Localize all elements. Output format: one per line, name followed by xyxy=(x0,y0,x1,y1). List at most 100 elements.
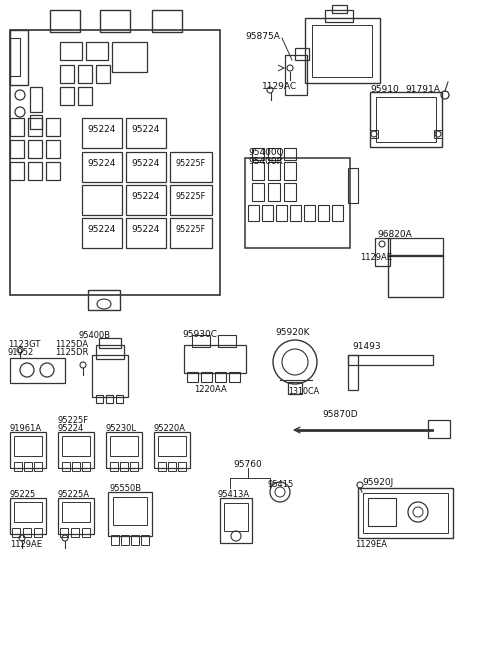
Text: 91961A: 91961A xyxy=(10,424,42,433)
Text: 95224: 95224 xyxy=(88,159,116,168)
Bar xyxy=(10,38,20,76)
Bar xyxy=(218,335,236,347)
Bar xyxy=(106,395,113,403)
Bar xyxy=(60,42,82,60)
Text: 95225: 95225 xyxy=(10,490,36,499)
Text: 95875A: 95875A xyxy=(245,32,280,41)
Bar xyxy=(288,382,302,394)
Bar xyxy=(10,30,220,295)
Text: 95550B: 95550B xyxy=(110,484,142,493)
Bar xyxy=(368,498,396,526)
Text: 1125DA: 1125DA xyxy=(55,340,88,349)
Bar xyxy=(62,462,70,471)
Bar xyxy=(23,528,31,537)
Bar xyxy=(112,42,147,72)
Bar xyxy=(24,462,32,471)
Text: 95920J: 95920J xyxy=(362,478,394,487)
Text: 95760: 95760 xyxy=(234,460,263,469)
Text: 91493: 91493 xyxy=(352,342,381,351)
Text: 95225F: 95225F xyxy=(176,159,206,168)
Bar xyxy=(46,140,60,158)
Text: 95400Q: 95400Q xyxy=(248,148,284,157)
Text: 95870D: 95870D xyxy=(322,410,358,419)
Bar xyxy=(82,185,122,215)
Bar xyxy=(72,462,80,471)
Bar xyxy=(34,528,42,537)
Text: 95224: 95224 xyxy=(132,159,160,168)
Bar xyxy=(284,162,296,180)
Bar xyxy=(58,432,94,468)
Bar xyxy=(96,395,103,403)
Bar xyxy=(46,118,60,136)
Bar xyxy=(71,528,79,537)
Bar xyxy=(28,140,42,158)
Text: 95224: 95224 xyxy=(88,225,116,234)
Bar xyxy=(12,528,20,537)
Bar xyxy=(332,205,343,221)
Bar xyxy=(82,462,90,471)
Bar xyxy=(108,492,152,536)
Bar xyxy=(192,335,210,347)
Bar xyxy=(215,372,226,382)
Bar xyxy=(60,87,74,105)
Text: 1129AE: 1129AE xyxy=(10,540,42,549)
Bar xyxy=(130,462,138,471)
Bar xyxy=(116,395,123,403)
Bar xyxy=(170,218,212,248)
Bar xyxy=(96,345,124,359)
Bar xyxy=(110,436,138,456)
Bar xyxy=(30,87,42,112)
Text: 95930C: 95930C xyxy=(182,330,217,339)
Bar xyxy=(318,205,329,221)
Text: 95220A: 95220A xyxy=(154,424,186,433)
Bar xyxy=(348,355,358,390)
Bar xyxy=(10,162,24,180)
Bar xyxy=(82,152,122,182)
Bar xyxy=(86,42,108,60)
Bar xyxy=(305,18,380,83)
Bar xyxy=(10,358,65,383)
Bar xyxy=(10,498,46,534)
Bar xyxy=(10,30,28,85)
Bar xyxy=(168,462,176,471)
Bar xyxy=(348,168,358,203)
Bar xyxy=(120,462,128,471)
Bar xyxy=(358,488,453,538)
Text: 1129AE: 1129AE xyxy=(360,253,392,262)
Bar xyxy=(224,503,248,531)
Text: 95225F: 95225F xyxy=(58,416,89,425)
Bar xyxy=(187,372,198,382)
Text: 96820A: 96820A xyxy=(378,230,412,239)
Text: 95225F: 95225F xyxy=(176,225,206,234)
Bar xyxy=(113,497,147,525)
Bar xyxy=(126,185,166,215)
Bar xyxy=(170,152,212,182)
Bar xyxy=(252,183,264,201)
Text: 95225A: 95225A xyxy=(58,490,90,499)
Bar xyxy=(10,432,46,468)
Bar xyxy=(46,162,60,180)
Bar xyxy=(332,5,347,13)
Bar xyxy=(10,118,24,136)
Bar xyxy=(370,130,378,138)
Bar xyxy=(428,420,450,438)
Bar xyxy=(96,65,110,83)
Bar xyxy=(82,118,122,148)
Text: 95413A: 95413A xyxy=(218,490,250,499)
Bar xyxy=(78,65,92,83)
Bar xyxy=(60,65,74,83)
Bar xyxy=(252,162,264,180)
Bar xyxy=(284,148,296,160)
Bar xyxy=(88,290,120,310)
Bar xyxy=(28,162,42,180)
Bar xyxy=(295,48,309,60)
Bar xyxy=(285,55,307,95)
Bar xyxy=(178,462,186,471)
Bar xyxy=(60,528,68,537)
Bar xyxy=(30,115,42,129)
Bar xyxy=(348,355,433,365)
Bar xyxy=(434,130,442,138)
Text: 1220AA: 1220AA xyxy=(194,385,227,394)
Bar xyxy=(276,205,287,221)
Bar xyxy=(268,162,280,180)
